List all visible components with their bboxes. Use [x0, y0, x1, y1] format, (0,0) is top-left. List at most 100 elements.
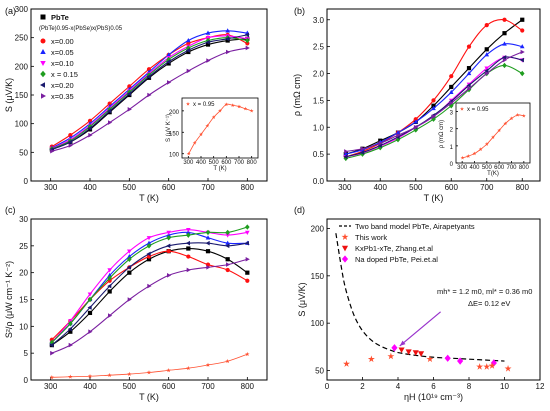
data-point [127, 297, 132, 302]
legend-marker [41, 93, 46, 99]
y-axis-label: S (μV/K) [297, 282, 307, 316]
data-point [107, 120, 113, 125]
data-point [483, 363, 491, 370]
data-point [225, 257, 230, 262]
y-tick-label: 150 [169, 131, 180, 137]
data-point [520, 49, 525, 55]
data-point [484, 68, 489, 74]
data-point [205, 362, 211, 367]
x-tick-label: 4 [396, 382, 401, 391]
data-point [426, 355, 434, 363]
x-tick-label: 500 [409, 183, 423, 192]
data-point [245, 256, 250, 262]
data-point [126, 264, 132, 270]
data-point [88, 132, 93, 138]
legend-marker [341, 233, 349, 240]
inset-point [484, 142, 489, 146]
x-tick-label: 800 [241, 183, 255, 192]
data-point [186, 49, 191, 55]
y-tick-label: 100 [15, 120, 29, 129]
data-point [501, 55, 507, 60]
inset-point [509, 116, 514, 121]
panel-label: (d) [294, 205, 305, 215]
data-point [107, 268, 112, 273]
data-point [343, 154, 348, 160]
y-tick-label: 200 [15, 62, 29, 71]
y-tick-label: 50 [19, 148, 28, 157]
data-point [206, 264, 211, 270]
data-point [431, 116, 436, 122]
data-point [185, 240, 191, 246]
series-line [51, 30, 248, 149]
inset-point [249, 108, 254, 113]
data-point [520, 17, 525, 22]
inset-point [205, 123, 210, 128]
x-tick-label: 700 [480, 183, 494, 192]
y-tick-label: 200 [311, 224, 325, 233]
data-point [205, 249, 211, 254]
x-tick-label: 800 [247, 160, 258, 166]
data-point [186, 254, 191, 259]
data-point [395, 130, 401, 135]
y-tick-label: 3.0 [313, 16, 325, 25]
data-point [87, 305, 92, 310]
data-point [127, 371, 132, 376]
data-point [431, 98, 436, 103]
legend-label: x=0.05 [51, 48, 74, 57]
inset-point [243, 106, 248, 111]
legend-label: x = 0.15 [51, 70, 78, 79]
legend-marker [40, 49, 46, 54]
data-point [431, 105, 436, 111]
data-point [205, 240, 210, 246]
data-point [127, 270, 132, 275]
chart-panel-b: 300 400 500 600 700 8000.00.51.01.52.02.53.0(… [292, 6, 541, 203]
x-tick-label: 800 [519, 165, 530, 171]
data-point [146, 67, 152, 72]
data-point [166, 249, 171, 254]
x-tick-label: 400 [469, 165, 480, 171]
data-point [488, 362, 496, 369]
data-point [68, 342, 73, 348]
y-axis-label: ρ (mΩ cm) [292, 74, 302, 116]
series-line [51, 34, 248, 148]
y-tick-label: 2 [450, 128, 454, 134]
inset-point [491, 135, 495, 139]
data-point [418, 351, 425, 357]
chart-panel-a: 300 400 500 600 700 800050100150200250300(a)T… [4, 5, 268, 203]
data-point [504, 365, 512, 372]
data-point [412, 350, 419, 356]
y-tick-label: 5 [24, 349, 29, 358]
data-point [205, 42, 211, 47]
data-point [68, 374, 73, 379]
y-tick-label: 0.5 [313, 150, 325, 159]
data-point [87, 125, 92, 131]
legend-label: KxPb1-xTe, Zhang.et.al [355, 244, 433, 253]
y-tick-label: 15 [19, 296, 28, 305]
legend-subtitle: (PbTe)0.95-x(PbSe)x(PbS)0.05 [39, 26, 123, 32]
data-point [186, 68, 191, 74]
data-point [431, 103, 436, 108]
data-point [88, 329, 93, 335]
data-point [448, 103, 454, 109]
inset-point [199, 132, 203, 137]
x-tick-label: 700 [201, 382, 215, 391]
inset-y-label: ρ (mΩ cm) [439, 120, 445, 148]
data-point [185, 47, 191, 53]
inset-point [466, 154, 471, 158]
data-point [485, 71, 490, 76]
x-tick-label: 10 [500, 382, 509, 391]
data-point [360, 151, 365, 157]
inset-point [230, 103, 235, 107]
data-point [378, 141, 383, 146]
data-point [449, 100, 454, 106]
data-point [359, 150, 365, 155]
inset-x-label: T(K) [487, 171, 499, 177]
legend-label: This work [355, 233, 387, 242]
inset-point [515, 112, 520, 117]
series-line [51, 353, 248, 378]
data-point [225, 358, 230, 364]
data-point [107, 289, 112, 294]
data-point [519, 44, 525, 49]
series-line [51, 247, 248, 346]
x-axis-label: T (K) [139, 392, 159, 402]
